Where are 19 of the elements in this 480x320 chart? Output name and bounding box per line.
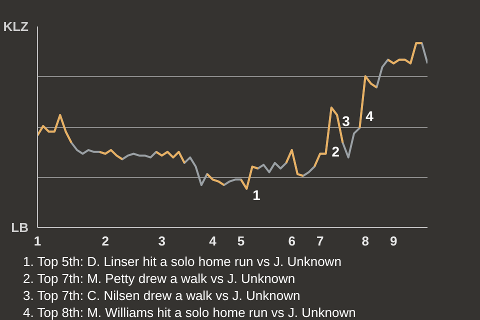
x-tick-label: 3 (158, 234, 166, 248)
text: 2. Top 7th: M. Petty drew a walk vs J. Unknown (23, 270, 296, 287)
annotation: 2 (332, 144, 340, 160)
x-tick-label: 9 (390, 234, 398, 248)
text: LB (11, 220, 29, 235)
x-tick-label: 8 (362, 234, 369, 248)
text: KLZ (3, 19, 29, 34)
x-tick-label: 1 (34, 234, 42, 248)
text: 1. Top 5th: D. Linser hit a solo home run vs J. Unknown (23, 253, 342, 270)
annotation: 4 (366, 108, 374, 124)
x-tick-label: 2 (102, 234, 109, 248)
x-tick-label: 5 (237, 234, 245, 248)
x-tick-label: 6 (288, 234, 296, 248)
x-tick-label: 7 (316, 234, 324, 248)
text: 4. Top 8th: M. Williams hit a solo home run vs J. Unknown (23, 304, 356, 320)
annotation: 3 (342, 113, 350, 130)
annotation: 1 (252, 186, 261, 203)
x-tick-label: 4 (209, 234, 218, 248)
text: 3. Top 7th: C. Nilsen drew a walk vs J. Unknown (23, 287, 302, 304)
